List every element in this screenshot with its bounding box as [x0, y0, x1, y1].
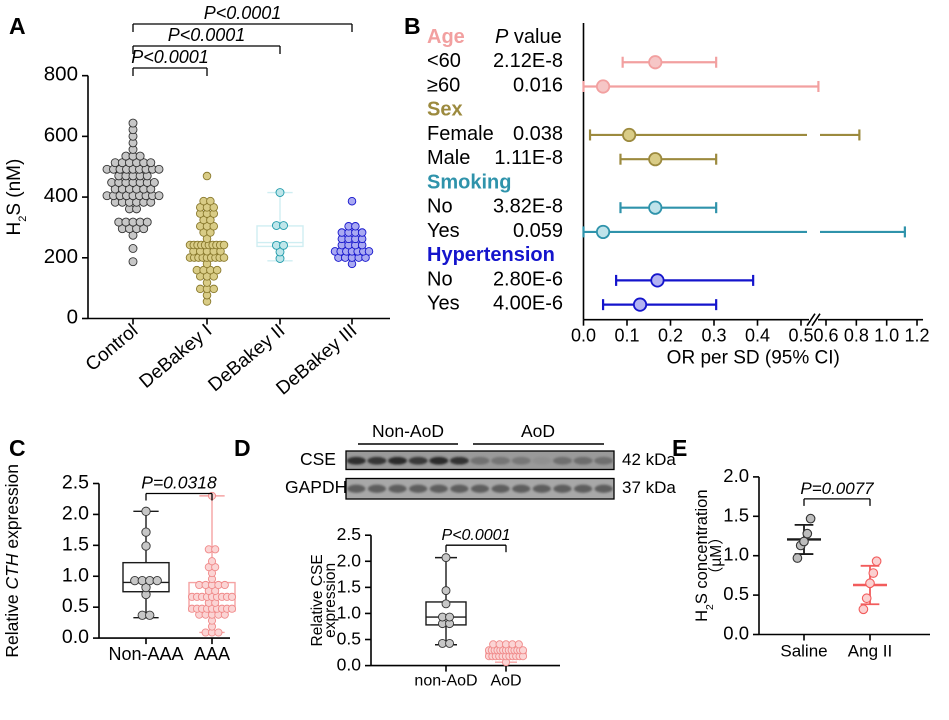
svg-text:0: 0	[67, 306, 78, 329]
svg-text:0.1: 0.1	[614, 326, 639, 346]
svg-text:P<0.0001: P<0.0001	[168, 25, 246, 45]
svg-text:Male: Male	[427, 147, 470, 169]
svg-text:1.11E-8: 1.11E-8	[494, 147, 563, 169]
svg-text:（µM）: （µM）	[708, 529, 725, 582]
svg-text:Sex: Sex	[427, 99, 463, 121]
svg-text:P=0.0077: P=0.0077	[800, 479, 874, 498]
svg-text:0.038: 0.038	[513, 123, 563, 145]
svg-text:2.80E-6: 2.80E-6	[493, 268, 563, 290]
svg-text:CSE: CSE	[300, 449, 336, 469]
svg-text:2.0: 2.0	[723, 465, 749, 486]
svg-text:Yes: Yes	[427, 220, 460, 242]
svg-text:GAPDH: GAPDH	[285, 477, 347, 497]
svg-text:200: 200	[44, 245, 78, 268]
svg-text:0.2: 0.2	[658, 326, 683, 346]
svg-text:0.5: 0.5	[337, 629, 361, 649]
svg-text:0.8: 0.8	[844, 326, 869, 346]
svg-text:0.0: 0.0	[337, 655, 362, 675]
svg-text:2.0: 2.0	[337, 550, 362, 570]
svg-text:B: B	[404, 13, 421, 39]
svg-text:E: E	[672, 435, 687, 461]
svg-text:37 kDa: 37 kDa	[622, 478, 676, 497]
svg-text:0.059: 0.059	[513, 220, 563, 242]
svg-text:P value: P value	[495, 26, 562, 48]
svg-text:P<0.0001: P<0.0001	[131, 47, 209, 67]
svg-text:1.0: 1.0	[874, 326, 899, 346]
svg-text:600: 600	[44, 123, 78, 146]
svg-text:0.0: 0.0	[723, 623, 749, 644]
svg-text:AAA: AAA	[194, 644, 230, 664]
svg-text:Relative CTH expression: Relative CTH expression	[2, 464, 22, 658]
svg-text:400: 400	[44, 184, 78, 207]
svg-text:Saline: Saline	[780, 642, 827, 661]
svg-text:0.3: 0.3	[701, 326, 726, 346]
svg-text:Age: Age	[427, 26, 465, 48]
svg-text:non-AoD: non-AoD	[414, 673, 477, 690]
svg-text:≥60: ≥60	[427, 74, 460, 96]
svg-text:No: No	[427, 196, 453, 218]
svg-text:1.5: 1.5	[723, 504, 749, 525]
svg-text:AoD: AoD	[521, 421, 555, 441]
svg-text:Hypertension: Hypertension	[427, 244, 555, 266]
svg-text:0.5: 0.5	[723, 583, 749, 604]
svg-text:0.0: 0.0	[62, 626, 89, 648]
svg-text:2.5: 2.5	[62, 472, 89, 494]
svg-text:0.4: 0.4	[745, 326, 770, 346]
svg-text:0.5: 0.5	[62, 595, 89, 617]
svg-text:P<0.0001: P<0.0001	[204, 3, 282, 23]
svg-text:P=0.0318: P=0.0318	[141, 473, 217, 493]
svg-text:4.00E-6: 4.00E-6	[493, 293, 563, 315]
svg-text:1.0: 1.0	[62, 564, 89, 586]
svg-text:0.6: 0.6	[813, 326, 838, 346]
svg-text:1.5: 1.5	[337, 576, 361, 596]
svg-text:AoD: AoD	[490, 673, 521, 690]
svg-text:expression: expression	[322, 563, 339, 638]
svg-text:Ang II: Ang II	[848, 642, 892, 661]
svg-text:2.5: 2.5	[337, 524, 361, 544]
svg-text:OR per SD (95% CI): OR per SD (95% CI)	[667, 348, 840, 369]
svg-text:800: 800	[44, 63, 78, 86]
svg-text:3.82E-8: 3.82E-8	[493, 196, 563, 218]
svg-text:0.0: 0.0	[571, 326, 596, 346]
svg-text:1.2: 1.2	[905, 326, 930, 346]
svg-text:C: C	[9, 435, 26, 461]
svg-text:Smoking: Smoking	[427, 171, 511, 193]
svg-text:D: D	[234, 435, 251, 461]
svg-text:Non-AAA: Non-AAA	[108, 644, 183, 664]
svg-text:2.0: 2.0	[62, 502, 89, 524]
svg-text:42 kDa: 42 kDa	[622, 450, 676, 469]
svg-text:1.5: 1.5	[62, 533, 89, 555]
svg-text:0.016: 0.016	[513, 74, 563, 96]
svg-text:2.12E-8: 2.12E-8	[493, 50, 563, 72]
svg-text:1.0: 1.0	[723, 544, 749, 565]
svg-text:Yes: Yes	[427, 293, 460, 315]
svg-text:<60: <60	[427, 50, 461, 72]
svg-text:Non-AoD: Non-AoD	[372, 421, 444, 441]
svg-text:Female: Female	[427, 123, 494, 145]
svg-text:No: No	[427, 268, 453, 290]
svg-text:1.0: 1.0	[337, 602, 362, 622]
svg-text:P<0.0001: P<0.0001	[442, 527, 511, 544]
svg-text:A: A	[9, 13, 26, 39]
svg-text:0.5: 0.5	[788, 326, 813, 346]
